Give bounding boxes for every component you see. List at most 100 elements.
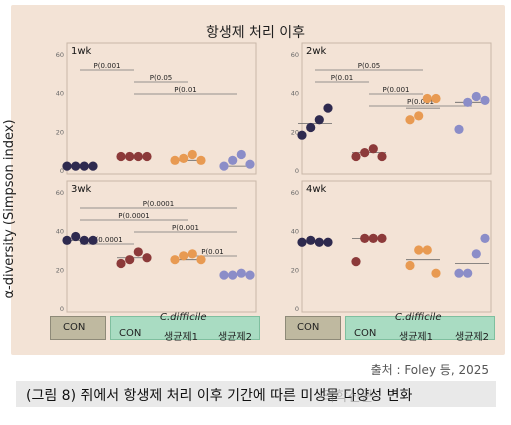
panel-3wk: 3wk 0 20 40 60 P(0.0001 P(0.0001 P(0.001 P(0.000… bbox=[56, 180, 257, 313]
data-point bbox=[187, 149, 197, 160]
data-point bbox=[228, 270, 238, 280]
data-point bbox=[219, 161, 229, 171]
data-point bbox=[170, 155, 180, 165]
data-point bbox=[377, 151, 387, 162]
y-tick-label: 40 bbox=[291, 228, 299, 236]
group-box-con-right bbox=[285, 316, 341, 340]
group-box-cd-left bbox=[110, 316, 260, 340]
figure-background bbox=[11, 5, 505, 355]
panel-frame bbox=[66, 180, 257, 313]
data-point bbox=[454, 268, 464, 278]
data-point bbox=[116, 258, 126, 269]
y-tick-label: 60 bbox=[291, 51, 299, 59]
data-point bbox=[297, 237, 307, 247]
data-point bbox=[116, 151, 126, 162]
group-box-cd-right bbox=[345, 316, 495, 340]
data-point bbox=[314, 237, 324, 247]
data-point bbox=[351, 151, 361, 162]
data-point bbox=[196, 255, 206, 265]
y-tick-label: 0 bbox=[60, 305, 64, 313]
data-point bbox=[414, 111, 424, 121]
significance-label: P(0.0001 bbox=[143, 200, 174, 208]
y-tick-label: 0 bbox=[60, 167, 64, 175]
data-point bbox=[471, 91, 481, 102]
data-point bbox=[187, 249, 197, 259]
source-credit: 출처 : Foley 등, 2025 bbox=[370, 363, 489, 377]
significance-label: P(0.05 bbox=[358, 62, 381, 70]
data-point bbox=[323, 103, 333, 113]
y-tick-label: 20 bbox=[56, 128, 64, 136]
significance-label: P(0.001 bbox=[407, 98, 434, 106]
caption-bar bbox=[16, 381, 496, 407]
group-box-con-left bbox=[50, 316, 106, 340]
data-point bbox=[179, 251, 189, 261]
data-point bbox=[88, 161, 98, 171]
data-point bbox=[351, 257, 361, 267]
significance-label: P(0.001 bbox=[383, 86, 410, 94]
data-point bbox=[71, 161, 81, 171]
significance-label: P(0.05 bbox=[150, 74, 173, 82]
data-point bbox=[368, 144, 378, 154]
data-point bbox=[196, 155, 206, 165]
cd-title-left: C.difficile bbox=[160, 312, 207, 323]
y-tick-label: 60 bbox=[291, 189, 299, 197]
figure-title: 항생제 처리 이후 bbox=[205, 25, 306, 41]
y-tick-label: 60 bbox=[56, 51, 64, 59]
group-label-cdcon-right: CON bbox=[354, 328, 377, 339]
panel-frame bbox=[301, 180, 492, 313]
data-point bbox=[480, 233, 490, 243]
data-point bbox=[414, 245, 424, 255]
panel-frame bbox=[301, 42, 492, 175]
group-label-p1-right: 생균제1 bbox=[399, 332, 433, 343]
data-point bbox=[463, 97, 473, 107]
figure-caption: (그림 8) 쥐에서 항생제 처리 이후 기간에 따른 미생물 다양성 변화 bbox=[26, 388, 413, 404]
data-point bbox=[405, 115, 415, 125]
y-tick-label: 20 bbox=[56, 266, 64, 274]
data-point bbox=[236, 149, 246, 160]
panel-label: 4wk bbox=[306, 184, 327, 195]
y-tick-label: 20 bbox=[291, 128, 299, 136]
data-point bbox=[228, 155, 238, 165]
data-point bbox=[219, 270, 229, 280]
group-label-con-right: CON bbox=[297, 322, 320, 333]
cd-title-right: C.difficile bbox=[395, 312, 442, 323]
data-point bbox=[88, 235, 98, 245]
data-point bbox=[245, 159, 255, 169]
data-point bbox=[431, 268, 441, 278]
data-point bbox=[125, 151, 135, 162]
data-point bbox=[368, 233, 378, 243]
data-point bbox=[480, 95, 490, 105]
data-point bbox=[62, 235, 72, 245]
watermark: 의학신문 bbox=[322, 389, 374, 405]
panel-label: 3wk bbox=[71, 184, 92, 195]
data-point bbox=[422, 245, 432, 255]
y-tick-label: 0 bbox=[295, 305, 299, 313]
data-point bbox=[422, 93, 432, 104]
panel-frame bbox=[66, 42, 257, 175]
y-tick-label: 20 bbox=[291, 266, 299, 274]
group-label-con-left: CON bbox=[63, 322, 86, 333]
panel-label: 2wk bbox=[306, 46, 327, 57]
data-point bbox=[405, 260, 415, 271]
panel-label: 1wk bbox=[71, 46, 92, 57]
data-point bbox=[314, 115, 324, 125]
y-axis-label: α-diversity (Simpson index) bbox=[2, 119, 17, 299]
data-point bbox=[179, 153, 189, 163]
significance-label: P(0.01 bbox=[201, 248, 224, 256]
data-point bbox=[125, 255, 135, 265]
y-tick-label: 40 bbox=[291, 90, 299, 98]
data-point bbox=[133, 247, 143, 257]
y-tick-label: 40 bbox=[56, 228, 64, 236]
data-point bbox=[170, 255, 180, 265]
data-point bbox=[245, 270, 255, 280]
panel-4wk: 4wk 0 20 40 60 bbox=[291, 180, 492, 313]
significance-label: P(0.0001 bbox=[91, 236, 122, 244]
panel-1wk: 1wk 0 20 40 60 P(0.001 P(0.05P(0.01 bbox=[56, 42, 257, 175]
group-label-cdcon-left: CON bbox=[119, 328, 142, 339]
significance-label: P(0.001 bbox=[94, 62, 121, 70]
data-point bbox=[71, 231, 81, 242]
data-point bbox=[377, 233, 387, 243]
data-point bbox=[471, 249, 481, 259]
data-point bbox=[79, 161, 89, 171]
